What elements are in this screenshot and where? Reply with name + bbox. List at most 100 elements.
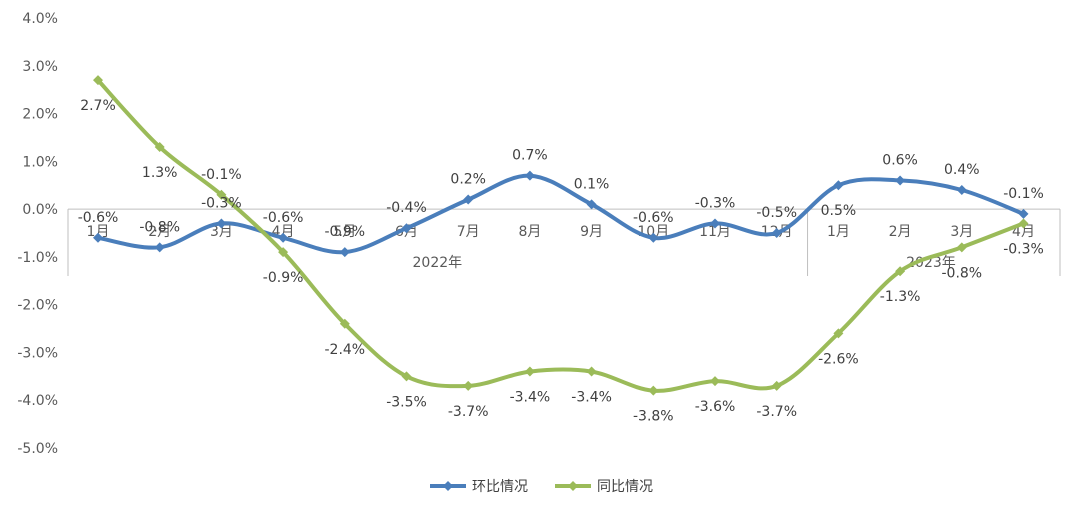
data-label: -0.3% (1003, 241, 1044, 257)
legend-label: 环比情况 (472, 479, 528, 495)
data-label: -3.4% (510, 390, 551, 406)
data-point-marker (524, 170, 535, 181)
y-tick-label: 4.0% (22, 11, 58, 27)
data-label: -2.4% (324, 342, 365, 358)
y-tick-label: -3.0% (17, 345, 58, 361)
data-labels: -0.6% -0.8% -0.3% -0.6% -0.9% -0.4% 0.2% 0.7% 0.… (78, 98, 1044, 425)
x-tick-label: 4月 (1012, 224, 1035, 240)
data-point-marker (710, 376, 720, 387)
data-point-marker (401, 371, 412, 382)
data-label: 0.4% (944, 162, 980, 178)
x-group-label: 2023年 (906, 255, 956, 271)
legend-marker (568, 481, 578, 491)
data-point-marker (93, 232, 103, 243)
data-point-marker (771, 380, 782, 391)
data-label: -2.6% (818, 351, 859, 367)
data-point-marker (339, 318, 350, 329)
data-label: -0.6% (633, 210, 674, 226)
y-axis: 4.0% 3.0% 2.0% 1.0% 0.0% -1.0% -2.0% -3.0% -4.0%… (17, 11, 58, 457)
data-label: 0.1% (574, 176, 610, 192)
legend-marker (443, 481, 453, 491)
y-tick-label: -5.0% (17, 441, 58, 457)
data-label: 0.6% (882, 152, 918, 168)
data-label: -0.1% (1003, 186, 1044, 202)
y-tick-label: 0.0% (22, 202, 58, 218)
data-point-marker (278, 247, 289, 258)
y-tick-label: -4.0% (17, 393, 58, 409)
data-label: -0.8% (139, 219, 180, 235)
x-tick-label: 1月 (87, 224, 110, 240)
x-tick-label: 5月 (333, 224, 356, 240)
legend-item: 同比情况 (555, 479, 653, 495)
data-label: -0.6% (263, 210, 304, 226)
data-label: -0.5% (756, 205, 797, 221)
data-point-marker (648, 385, 659, 396)
data-point-marker (1018, 208, 1029, 219)
legend-label: 同比情况 (597, 479, 653, 495)
x-group-label: 2022年 (413, 255, 463, 271)
x-tick-label: 7月 (457, 224, 480, 240)
data-label: -0.9% (324, 224, 365, 240)
data-point-marker (216, 189, 227, 200)
series-line-2 (96, 78, 1026, 393)
series-line-1 (96, 173, 1026, 255)
y-tick-label: 3.0% (22, 59, 58, 75)
data-point-marker (956, 185, 967, 195)
data-point-marker (278, 232, 289, 243)
x-tick-label: 2月 (148, 224, 171, 240)
data-label: -0.4% (386, 200, 427, 216)
data-label: -0.9% (263, 270, 304, 286)
y-tick-label: 2.0% (22, 107, 58, 123)
data-label: -0.6% (78, 210, 119, 226)
data-label: -1.3% (880, 289, 921, 305)
legend: 环比情况 同比情况 (430, 479, 653, 495)
x-tick-label: 3月 (210, 224, 233, 240)
data-label: 0.7% (512, 148, 548, 164)
x-tick-label: 3月 (950, 224, 973, 240)
data-point-marker (401, 223, 412, 234)
data-point-marker (771, 228, 782, 238)
data-point-marker (895, 266, 906, 277)
data-point-marker (895, 175, 906, 186)
data-label: 0.5% (821, 203, 857, 219)
data-label: 2.7% (80, 98, 116, 114)
data-label: -0.8% (941, 265, 982, 281)
x-tick-label: 1月 (827, 224, 850, 240)
data-point-marker (154, 142, 165, 152)
data-point-marker (524, 366, 535, 377)
x-tick-label: 9月 (580, 224, 603, 240)
data-label: -3.5% (386, 394, 427, 410)
data-point-marker (93, 75, 103, 86)
y-tick-label: -2.0% (17, 298, 58, 314)
data-label: -3.8% (633, 409, 674, 425)
data-label: -3.4% (571, 390, 612, 406)
data-point-marker (339, 247, 350, 258)
x-tick-label: 2月 (889, 224, 912, 240)
y-tick-label: 1.0% (22, 154, 58, 170)
data-label: -0.1% (201, 167, 242, 183)
data-label: 1.3% (142, 165, 178, 181)
data-point-marker (216, 218, 227, 229)
data-label: -0.3% (201, 195, 242, 211)
data-point-marker (833, 328, 844, 339)
data-label: -0.3% (695, 195, 736, 211)
data-label: 0.2% (450, 172, 486, 188)
legend-item: 环比情况 (430, 479, 528, 495)
data-point-marker (648, 232, 659, 243)
data-point-marker (463, 380, 474, 391)
data-point-marker (154, 242, 165, 253)
x-tick-label: 8月 (518, 224, 541, 240)
data-point-marker (1018, 218, 1029, 229)
y-tick-label: -1.0% (17, 250, 58, 266)
data-point-marker (586, 366, 597, 377)
data-label: -3.7% (756, 404, 797, 420)
data-point-marker (463, 194, 474, 205)
data-point-marker (710, 218, 720, 229)
x-tick-label: 11月 (699, 224, 731, 240)
data-point-marker (586, 199, 597, 210)
data-point-marker (833, 180, 844, 191)
data-label: -3.6% (695, 399, 736, 415)
data-point-marker (956, 242, 967, 253)
series-lines (93, 75, 1029, 396)
